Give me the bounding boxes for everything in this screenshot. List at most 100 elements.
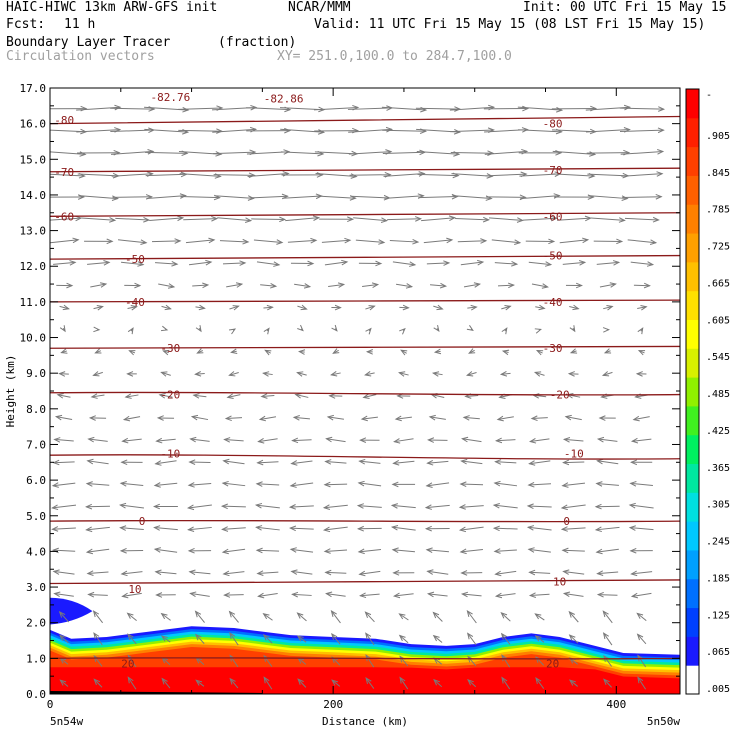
wind-vector: [294, 283, 310, 288]
wind-vector: [348, 128, 392, 133]
wind-vector-head: [100, 282, 108, 288]
wind-vector: [331, 679, 341, 687]
wind-vector: [122, 592, 142, 597]
wind-vector: [325, 571, 347, 574]
wind-vector-head: [494, 570, 502, 577]
wind-vector-head: [153, 482, 161, 488]
wind-vector: [190, 438, 210, 442]
wind-vector-head: [562, 459, 570, 466]
wind-vector-head: [284, 127, 292, 134]
wind-vector-head: [365, 327, 372, 335]
wind-vector-head: [526, 525, 535, 531]
wind-vector-head: [347, 216, 355, 223]
wind-vector-head: [177, 215, 185, 222]
wind-vector-head: [188, 459, 196, 465]
wind-vector-head: [596, 591, 604, 598]
wind-vector: [431, 394, 445, 398]
wind-vector-head: [535, 677, 542, 685]
tracer-field: [50, 597, 680, 694]
wind-vector-head: [562, 591, 571, 598]
wind-vector-head: [630, 459, 638, 466]
wind-vector: [161, 371, 171, 376]
wind-vector: [423, 239, 453, 244]
wind-vector: [361, 416, 378, 420]
wind-vector-head: [195, 325, 202, 333]
wind-vector-head: [601, 371, 610, 377]
wind-vector: [630, 527, 654, 531]
wind-vector-head: [205, 259, 213, 266]
wind-vector-head: [296, 612, 304, 619]
wind-vector-head: [567, 371, 575, 377]
wind-vector-head: [459, 481, 467, 488]
colorbar-cell: [686, 377, 699, 407]
wind-vector: [553, 173, 595, 177]
wind-vector-head: [356, 503, 364, 509]
wind-vector-head: [189, 591, 197, 597]
wind-vector-head: [409, 261, 417, 267]
wind-vector: [569, 634, 579, 644]
wind-vector: [227, 394, 241, 398]
wind-vector-head: [380, 217, 389, 223]
wind-vector-head: [495, 437, 503, 444]
wind-vector-head: [128, 350, 136, 356]
wind-vector-head: [186, 504, 195, 511]
contour-label: -70: [54, 166, 74, 179]
wind-vector-head: [609, 282, 617, 288]
wind-vector: [426, 549, 449, 553]
wind-vector: [263, 634, 273, 644]
wind-vector-head: [562, 437, 571, 443]
wind-vector: [53, 549, 76, 552]
wind-vector: [226, 283, 242, 288]
wind-vector-head: [297, 678, 304, 686]
wind-vector: [217, 217, 251, 222]
wind-vector: [535, 635, 545, 643]
wind-vector: [415, 107, 460, 110]
y-tick-label: 0.0: [26, 688, 46, 701]
wind-vector-head: [244, 217, 253, 223]
wind-vector-head: [470, 304, 478, 311]
wind-vector-head: [569, 348, 578, 354]
wind-vector: [53, 261, 76, 265]
wind-vector-head: [433, 678, 440, 686]
wind-vector-head: [632, 415, 640, 422]
wind-vector-head: [643, 282, 651, 289]
field-units: (fraction): [218, 35, 297, 50]
wind-vector-head: [596, 458, 604, 465]
wind-vector-head: [398, 613, 406, 620]
wind-vector-head: [235, 282, 244, 288]
wind-vector-head: [535, 349, 544, 356]
wind-vector-head: [640, 304, 648, 311]
wind-vector-head: [263, 327, 270, 335]
wind-vector-head: [425, 482, 433, 488]
wind-vector-head: [160, 635, 168, 642]
wind-vector: [290, 527, 314, 530]
wind-vector-head: [296, 635, 304, 642]
wind-vector-head: [325, 436, 333, 443]
wind-vector: [428, 593, 448, 597]
wind-vector: [124, 416, 141, 421]
wind-vector-head: [114, 104, 122, 111]
wind-vector-head: [569, 325, 576, 333]
wind-vector-head: [448, 215, 456, 222]
wind-vector: [59, 373, 69, 375]
init-time: Init: 00 UTC Fri 15 May 15: [523, 0, 727, 15]
wind-vector-head: [341, 259, 349, 266]
wind-vector-head: [88, 415, 96, 421]
wind-vector: [399, 677, 409, 690]
wind-vector-head: [266, 304, 274, 311]
y-tick-label: 14.0: [20, 189, 47, 202]
wind-vector-head: [365, 349, 373, 355]
wind-vector-head: [628, 525, 636, 531]
colorbar-label: .005: [706, 684, 730, 695]
wind-vector: [529, 460, 551, 465]
wind-vector-head: [121, 592, 129, 599]
wind-vector-head: [493, 480, 501, 487]
colorbar-label: .605: [706, 315, 730, 326]
wind-vector: [624, 217, 659, 221]
wind-vector-head: [59, 325, 66, 333]
wind-vector-head: [568, 679, 576, 686]
wind-vector: [585, 106, 630, 111]
wind-vector: [494, 482, 518, 487]
wind-vector: [331, 372, 341, 376]
wind-vector-head: [255, 525, 263, 531]
